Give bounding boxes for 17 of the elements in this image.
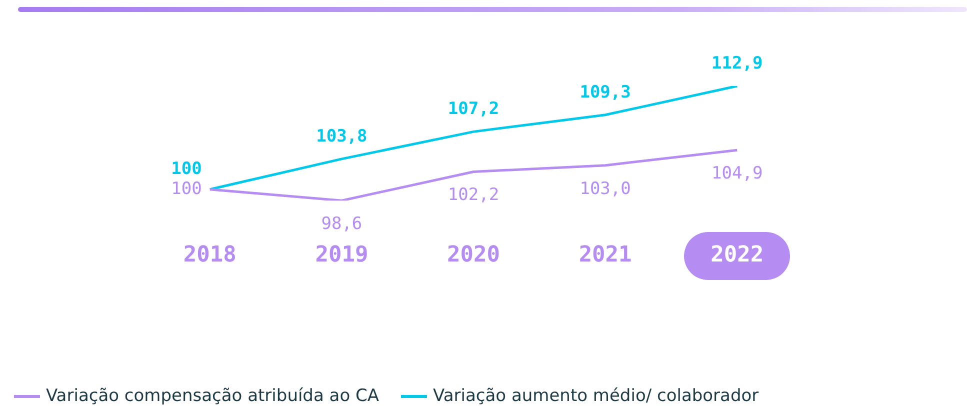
data-label: 107,2 xyxy=(448,99,500,120)
x-tick-label: 2021 xyxy=(578,242,632,268)
data-label: 104,9 xyxy=(712,164,763,184)
data-label: 100 xyxy=(171,158,202,179)
x-tick-label: 2019 xyxy=(315,242,368,268)
x-tick-label: 2018 xyxy=(183,242,236,268)
x-tick-label: 2022 xyxy=(710,242,764,268)
legend-label: Variação compensação atribuída ao CA xyxy=(46,386,380,406)
data-label: 98,6 xyxy=(321,214,362,234)
data-label: 112,9 xyxy=(712,53,763,74)
data-label: 103,8 xyxy=(316,126,368,146)
x-tick-label: 2020 xyxy=(447,242,500,268)
data-label: 100 xyxy=(171,178,202,199)
data-label: 102,2 xyxy=(448,185,500,206)
data-label: 103,0 xyxy=(580,178,631,199)
data-label: 109,3 xyxy=(580,82,631,102)
legend-label: Variação aumento médio/ colaborador xyxy=(433,386,759,406)
